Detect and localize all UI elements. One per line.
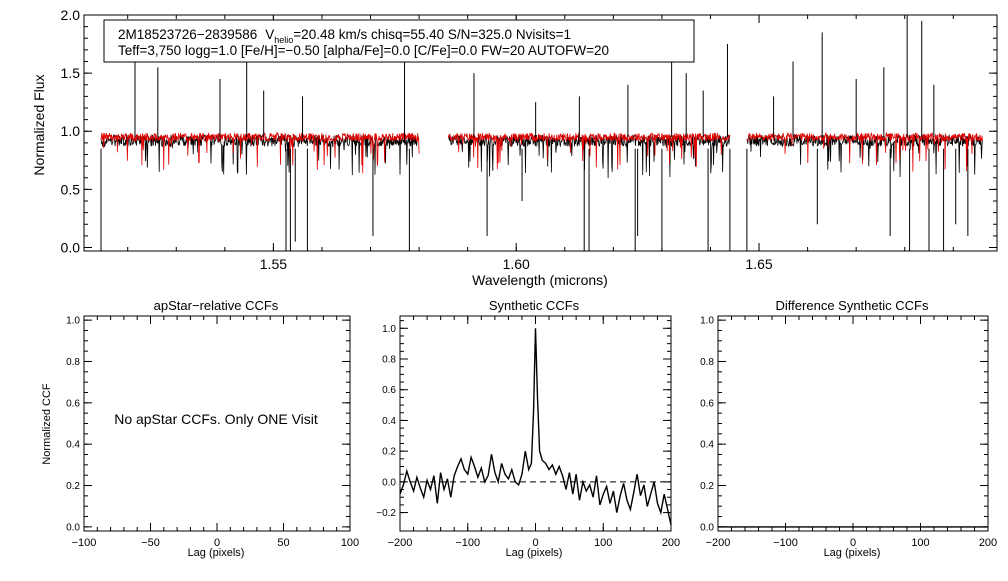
apstar-ccf-panel: apStar−relative CCFs −100 −50 0 50 100 0.0 0.2… [41,298,359,559]
spectrum-xlabel: Wavelength (microns) [472,272,608,288]
legend-line-2: Teff=3,750 logg=1.0 [Fe/H]=−0.50 [alpha/… [118,43,609,58]
difference-ccf-xlabel: Lag (pixels) [824,547,881,559]
x-tick-label: 100 [911,537,929,549]
difference-ccf-panel: Difference Synthetic CCFs −200 −100 0 100 20… [700,298,997,559]
y-tick-label: 2.0 [61,7,81,23]
legend-line-1-rest: =20.48 km/s chisq=55.40 S/N=325.0 Nvisit… [293,27,571,42]
apstar-ccf-title: apStar−relative CCFs [154,298,279,313]
y-tick-label: 0.2 [66,481,80,492]
y-tick-label: 0.6 [66,398,80,409]
axes-frame [83,14,998,252]
x-tick-label: 1.60 [503,256,530,272]
x-tick-label: 100 [594,537,612,549]
spectrum-panel: 1.55 1.60 1.65 0.0 0.5 1.0 1.5 2.0 Wavelength (… [31,7,998,288]
x-tick-label: 200 [979,537,997,549]
y-tick-label: 0.0 [382,477,396,488]
x-tick-label: 100 [341,537,359,549]
x-tick-label: 0 [850,537,856,549]
apstar-ccf-ylabel: Normalized CCF [41,383,53,465]
ccf-line [399,328,672,526]
y-tick-label: 0.0 [61,239,81,255]
spectrum-legend: 2M18523726−2839586 Vhelio=20.48 km/s chis… [103,19,695,63]
apstar-ccf-xlabel: Lag (pixels) [188,547,245,559]
y-tick-label: 0.4 [700,440,714,451]
x-tick-label: 1.65 [745,256,772,272]
x-tick-label: 0 [532,537,538,549]
legend-vhelio-label: V [265,27,274,42]
legend-star-id: 2M18523726−2839586 [118,27,257,42]
y-tick-label: 1.5 [61,65,81,81]
y-tick-label: 1.0 [382,324,396,335]
x-tick-label: −100 [72,537,97,549]
x-tick-label: −200 [706,537,731,549]
observed-spectrum-segment [746,133,983,178]
synthetic-ccf-plot-area [399,328,672,526]
y-tick-label: 1.0 [700,316,714,327]
x-tick-label: −100 [773,537,798,549]
synthetic-ccf-xlabel: Lag (pixels) [506,547,563,559]
y-tick-label: 0.6 [700,398,714,409]
x-tick-label: −50 [141,537,160,549]
synthetic-ccf-title: Synthetic CCFs [489,298,580,313]
y-tick-label: 0.2 [382,447,396,458]
model-spectrum-segment [100,131,420,174]
spectrum-axes: 1.55 1.60 1.65 0.0 0.5 1.0 1.5 2.0 [61,7,998,272]
observed-spectrum-segment [447,133,731,179]
y-tick-label: 0.8 [66,357,80,368]
y-tick-label: 0.5 [61,181,81,197]
legend-line-1: 2M18523726−2839586 Vhelio=20.48 km/s chis… [118,27,571,45]
spectrum-ylabel: Normalized Flux [31,74,47,175]
y-tick-label: 1.0 [66,316,80,327]
y-tick-label: 1.0 [61,123,81,139]
axes-frame [717,315,989,532]
x-tick-label: −100 [455,537,480,549]
apstar-ccf-axes: −100 −50 0 50 100 0.0 0.2 0.4 0.6 0.8 1.0 [66,315,359,549]
y-tick-label: 0.0 [66,522,80,533]
y-tick-label: 0.4 [66,440,80,451]
y-tick-label: 0.0 [700,522,714,533]
legend-box [103,19,695,63]
x-tick-label: −200 [388,537,413,549]
x-tick-label: 200 [662,537,680,549]
y-tick-label: 0.8 [700,357,714,368]
synthetic-ccf-axes: −200 −100 0 100 200 −0.2 0.0 0.2 0.4 0.6 0.8 1.0 [376,315,680,549]
y-tick-label: 0.6 [382,385,396,396]
y-tick-label: 0.4 [382,416,396,427]
model-spectrum-segment [746,131,983,172]
model-spectrum-segment [447,132,731,170]
legend-vhelio-sub: helio [274,35,293,45]
difference-ccf-title: Difference Synthetic CCFs [776,298,929,313]
x-tick-label: 1.55 [260,256,287,272]
apstar-ccf-annotation: No apStar CCFs. Only ONE Visit [114,411,318,427]
y-tick-label: 0.2 [700,481,714,492]
synthetic-ccf-panel: Synthetic CCFs −200 −100 0 100 200 −0.2 0.0 0.2… [376,298,680,559]
difference-ccf-axes: −200 −100 0 100 200 0.0 0.2 0.4 0.6 0.8 1.0 [700,315,997,549]
x-tick-label: 0 [214,537,220,549]
y-tick-label: 0.8 [382,355,396,366]
x-tick-label: 50 [277,537,289,549]
spectrum-plot-area [100,15,983,251]
observed-spectrum-segment [100,133,420,176]
y-tick-label: −0.2 [376,508,396,519]
